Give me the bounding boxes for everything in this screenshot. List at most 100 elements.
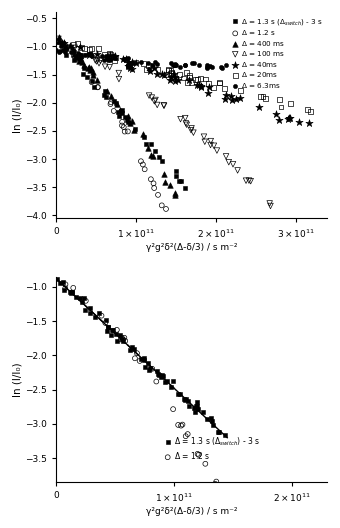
$\Delta$ = 1.3 s ($\Delta_{switch}$) - 3 s — [109, 326, 115, 335]
$\Delta$ = 40ms — [223, 91, 228, 99]
$\Delta$ = 100 ms — [294, 223, 300, 232]
$\Delta$ = 40ms — [147, 67, 153, 76]
$\Delta$ = 1.2 s — [99, 312, 104, 320]
$\Delta$ = 100 ms — [184, 120, 189, 129]
$\Delta$ = 1.3 s ($\Delta_{switch}$) - 3 s — [122, 113, 128, 121]
$\Delta$ = 6.3ms — [149, 61, 155, 69]
$\Delta$ = 100 ms — [96, 59, 102, 68]
$\Delta$ = 40ms — [152, 64, 157, 72]
$\Delta$ = 1.3 s ($\Delta_{switch}$) - 3 s — [87, 304, 93, 313]
$\Delta$ = 6.3ms — [207, 62, 212, 70]
$\Delta$ = 400 ms — [90, 68, 96, 76]
$\Delta$ = 6.3ms — [121, 55, 127, 63]
$\Delta$ = 20ms — [164, 70, 170, 78]
$\Delta$ = 400 ms — [89, 64, 94, 72]
$\Delta$ = 100 ms — [248, 177, 253, 185]
$\Delta$ = 100 ms — [183, 119, 189, 128]
$\Delta$ = 1.2 s — [174, 238, 180, 246]
$\Delta$ = 20ms — [166, 65, 172, 74]
$\Delta$ = 1.2 s — [111, 107, 117, 115]
$\Delta$ = 40ms — [168, 76, 173, 84]
Legend: $\Delta$ = 1.3 s ($\Delta_{switch}$) - 3 s, $\Delta$ = 1.2 s: $\Delta$ = 1.3 s ($\Delta_{switch}$) - 3… — [163, 435, 261, 462]
$\Delta$ = 1.3 s ($\Delta_{switch}$) - 3 s — [139, 355, 144, 363]
$\Delta$ = 1.3 s ($\Delta_{switch}$) - 3 s — [117, 331, 123, 339]
$\Delta$ = 1.2 s — [174, 235, 179, 243]
$\Delta$ = 1.2 s — [74, 55, 79, 63]
$\Delta$ = 1.3 s ($\Delta_{switch}$) - 3 s — [128, 345, 133, 354]
$\Delta$ = 6.3ms — [56, 48, 62, 56]
$\Delta$ = 1.3 s ($\Delta_{switch}$) - 3 s — [176, 390, 181, 399]
$\Delta$ = 100 ms — [268, 202, 273, 210]
$\Delta$ = 1.2 s — [150, 364, 155, 373]
$\Delta$ = 1.2 s — [188, 271, 193, 280]
$\Delta$ = 40ms — [288, 114, 293, 122]
$\Delta$ = 20ms — [106, 49, 112, 58]
$\Delta$ = 40ms — [121, 55, 126, 63]
$\Delta$ = 40ms — [133, 59, 138, 67]
$\Delta$ = 400 ms — [56, 33, 62, 41]
$\Delta$ = 1.3 s ($\Delta_{switch}$) - 3 s — [104, 93, 109, 101]
$\Delta$ = 20ms — [89, 44, 94, 53]
$\Delta$ = 1.3 s ($\Delta_{switch}$) - 3 s — [133, 125, 138, 133]
$\Delta$ = 6.3ms — [173, 61, 179, 69]
$\Delta$ = 20ms — [185, 79, 191, 87]
$\Delta$ = 1.3 s ($\Delta_{switch}$) - 3 s — [103, 316, 109, 324]
$\Delta$ = 100 ms — [290, 225, 295, 233]
$\Delta$ = 6.3ms — [85, 50, 91, 59]
$\Delta$ = 40ms — [205, 89, 211, 98]
$\Delta$ = 1.2 s — [119, 121, 125, 130]
$\Delta$ = 40ms — [123, 55, 129, 63]
$\Delta$ = 1.2 s — [137, 357, 142, 365]
$\Delta$ = 1.3 s ($\Delta_{switch}$) - 3 s — [82, 305, 88, 314]
$\Delta$ = 1.3 s ($\Delta_{switch}$) - 3 s — [97, 309, 102, 317]
$\Delta$ = 400 ms — [173, 191, 178, 200]
$\Delta$ = 100 ms — [235, 166, 240, 175]
$\Delta$ = 1.3 s ($\Delta_{switch}$) - 3 s — [159, 157, 165, 165]
$\Delta$ = 40ms — [127, 64, 132, 72]
$\Delta$ = 1.2 s — [200, 307, 205, 316]
$\Delta$ = 6.3ms — [204, 63, 209, 71]
$\Delta$ = 40ms — [172, 77, 177, 86]
$\Delta$ = 100 ms — [202, 137, 207, 146]
$\Delta$ = 1.3 s ($\Delta_{switch}$) - 3 s — [102, 91, 107, 100]
$\Delta$ = 100 ms — [188, 126, 194, 135]
$\Delta$ = 20ms — [140, 59, 146, 68]
$\Delta$ = 40ms — [127, 61, 133, 70]
$\Delta$ = 1.2 s — [183, 432, 188, 440]
$\Delta$ = 40ms — [256, 102, 261, 111]
$\Delta$ = 400 ms — [172, 189, 178, 197]
$\Delta$ = 1.3 s ($\Delta_{switch}$) - 3 s — [143, 140, 148, 149]
$\Delta$ = 40ms — [222, 95, 227, 103]
$\Delta$ = 1.3 s ($\Delta_{switch}$) - 3 s — [191, 404, 197, 412]
$\Delta$ = 400 ms — [128, 119, 133, 127]
$\Delta$ = 100 ms — [147, 91, 152, 100]
$\Delta$ = 20ms — [262, 94, 268, 102]
$\Delta$ = 400 ms — [145, 144, 150, 152]
$\Delta$ = 400 ms — [129, 117, 135, 125]
$\Delta$ = 1.2 s — [114, 326, 120, 334]
$\Delta$ = 20ms — [217, 78, 222, 87]
$\Delta$ = 20ms — [189, 78, 194, 87]
$\Delta$ = 6.3ms — [152, 58, 157, 67]
$\Delta$ = 1.3 s ($\Delta_{switch}$) - 3 s — [141, 354, 147, 362]
$\Delta$ = 1.3 s ($\Delta_{switch}$) - 3 s — [192, 407, 198, 416]
$\Delta$ = 6.3ms — [76, 49, 81, 57]
$\Delta$ = 20ms — [74, 39, 80, 48]
$\Delta$ = 40ms — [67, 42, 72, 50]
$\Delta$ = 20ms — [132, 58, 138, 66]
$\Delta$ = 100 ms — [161, 101, 167, 110]
$\Delta$ = 1.2 s — [151, 179, 156, 187]
$\Delta$ = 40ms — [196, 81, 202, 90]
$\Delta$ = 40ms — [111, 52, 117, 61]
$\Delta$ = 6.3ms — [68, 48, 73, 56]
$\Delta$ = 40ms — [228, 92, 233, 100]
$\Delta$ = 1.3 s ($\Delta_{switch}$) - 3 s — [121, 337, 126, 345]
$\Delta$ = 1.3 s ($\Delta_{switch}$) - 3 s — [78, 294, 83, 303]
$\Delta$ = 40ms — [125, 62, 131, 70]
$\Delta$ = 1.3 s ($\Delta_{switch}$) - 3 s — [69, 288, 74, 296]
$\Delta$ = 400 ms — [105, 87, 110, 95]
$\Delta$ = 40ms — [207, 83, 212, 91]
$\Delta$ = 6.3ms — [197, 61, 202, 70]
$\Delta$ = 20ms — [87, 45, 92, 53]
$\Delta$ = 1.2 s — [159, 201, 165, 210]
